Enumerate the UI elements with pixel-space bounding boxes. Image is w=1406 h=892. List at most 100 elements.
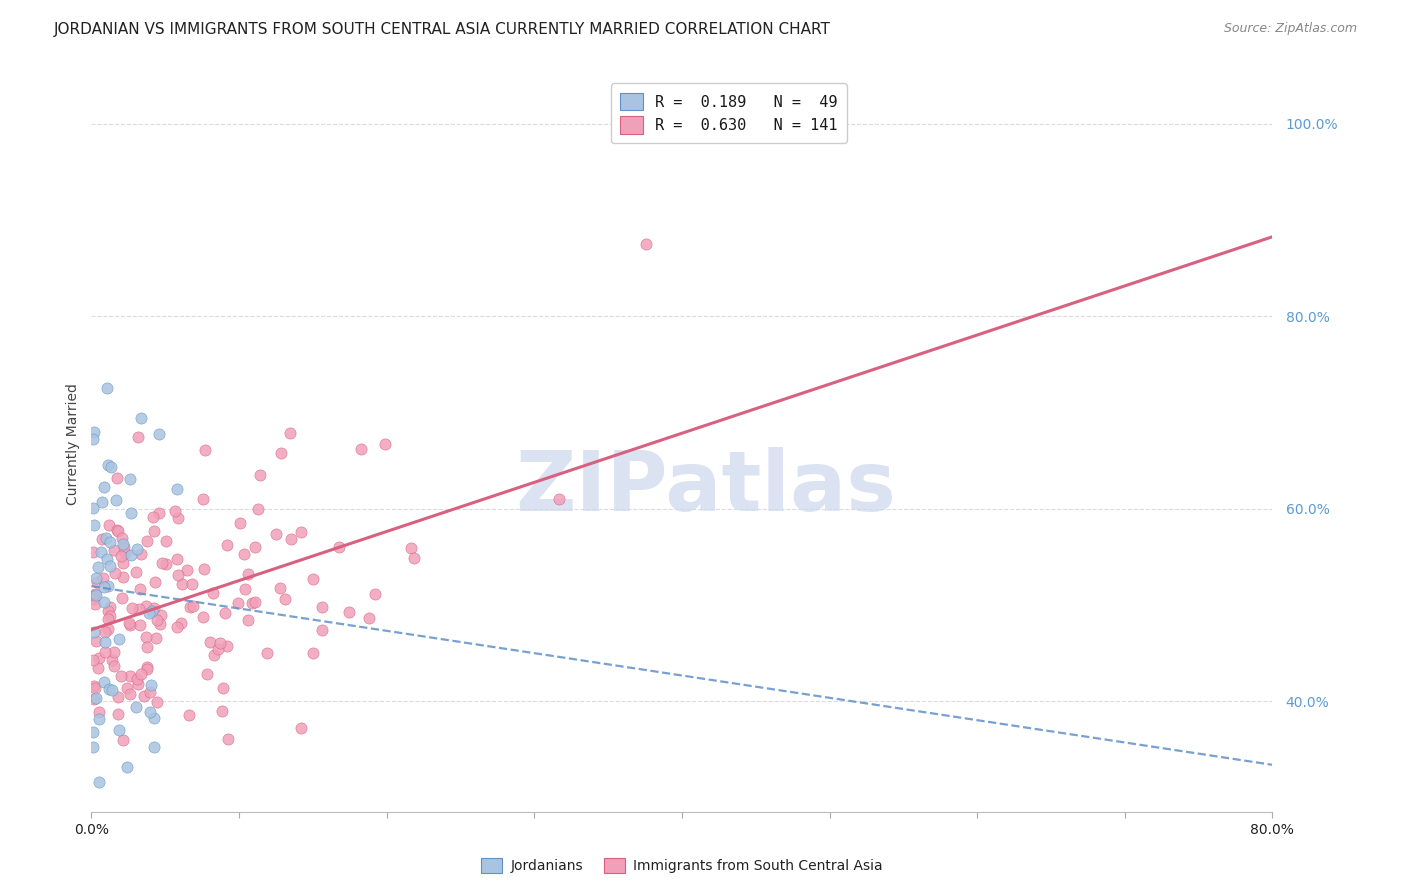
Point (229, 516, 252, 530)
Point (83, 587, 105, 601)
Point (264, 526, 287, 541)
Point (280, 532, 302, 546)
Point (363, 586, 385, 600)
Point (399, 541, 422, 555)
Point (172, 577, 194, 591)
Point (270, 446, 292, 460)
Point (135, 662, 157, 676)
Point (101, 683, 124, 698)
Point (125, 565, 148, 579)
Point (120, 549, 142, 563)
Point (236, 566, 259, 581)
Point (125, 699, 148, 714)
Point (107, 706, 129, 721)
Point (215, 538, 238, 552)
Point (148, 426, 170, 441)
Point (91, 571, 114, 585)
Point (269, 582, 291, 596)
Point (337, 605, 360, 619)
Point (146, 613, 169, 627)
Point (167, 568, 190, 582)
Point (118, 615, 141, 630)
Point (110, 669, 132, 683)
Point (84, 690, 107, 705)
Point (163, 504, 186, 518)
Point (87, 559, 110, 574)
Point (548, 491, 571, 506)
Point (256, 646, 278, 660)
Point (98, 599, 121, 614)
Point (176, 563, 198, 577)
Point (90, 544, 112, 558)
Point (226, 596, 249, 610)
Point (98, 681, 121, 696)
Point (120, 668, 142, 682)
Point (243, 595, 266, 609)
Point (83, 691, 105, 706)
Point (193, 610, 215, 624)
Point (246, 501, 269, 516)
Text: JORDANIAN VS IMMIGRANTS FROM SOUTH CENTRAL ASIA CURRENTLY MARRIED CORRELATION CH: JORDANIAN VS IMMIGRANTS FROM SOUTH CENTR… (53, 22, 831, 37)
Point (138, 705, 160, 719)
Point (103, 659, 125, 673)
Point (143, 711, 166, 725)
Point (104, 493, 127, 508)
Point (212, 681, 235, 696)
Point (150, 556, 173, 570)
Point (240, 596, 263, 610)
Point (232, 547, 254, 561)
Point (96, 531, 118, 545)
Point (108, 632, 131, 647)
Point (209, 636, 232, 650)
Point (217, 640, 239, 654)
Point (155, 534, 177, 549)
Point (141, 604, 163, 618)
Point (217, 731, 239, 746)
Point (129, 582, 152, 596)
Point (100, 460, 122, 475)
Point (214, 607, 236, 621)
Point (97, 612, 120, 626)
Point (236, 613, 259, 627)
Point (146, 695, 169, 709)
Point (97, 517, 120, 532)
Point (93, 674, 115, 689)
Point (301, 646, 323, 660)
Point (82, 740, 104, 755)
Point (134, 689, 156, 703)
Point (111, 732, 134, 747)
Point (350, 442, 373, 456)
Point (129, 547, 152, 561)
Point (87, 774, 110, 789)
Point (87, 705, 110, 719)
Point (107, 690, 129, 704)
Point (84, 681, 107, 696)
Point (83, 624, 105, 639)
Legend: Jordanians, Immigrants from South Central Asia: Jordanians, Immigrants from South Centra… (475, 852, 889, 879)
Point (128, 618, 150, 632)
Point (82, 544, 104, 558)
Point (86, 574, 108, 589)
Point (274, 591, 297, 606)
Point (98, 609, 121, 624)
Point (357, 610, 380, 624)
Point (93, 595, 115, 609)
Point (94, 645, 117, 659)
Point (84, 597, 107, 611)
Point (83, 517, 105, 532)
Point (181, 599, 204, 614)
Point (97, 458, 120, 472)
Point (93, 635, 115, 649)
Point (115, 681, 138, 695)
Point (82, 652, 104, 666)
Point (195, 667, 218, 681)
Point (111, 537, 134, 551)
Point (139, 685, 162, 699)
Point (103, 645, 125, 659)
Point (91, 495, 114, 509)
Point (93, 625, 115, 640)
Point (82, 501, 104, 516)
Point (112, 570, 135, 584)
Point (97, 604, 120, 618)
Point (135, 630, 157, 644)
